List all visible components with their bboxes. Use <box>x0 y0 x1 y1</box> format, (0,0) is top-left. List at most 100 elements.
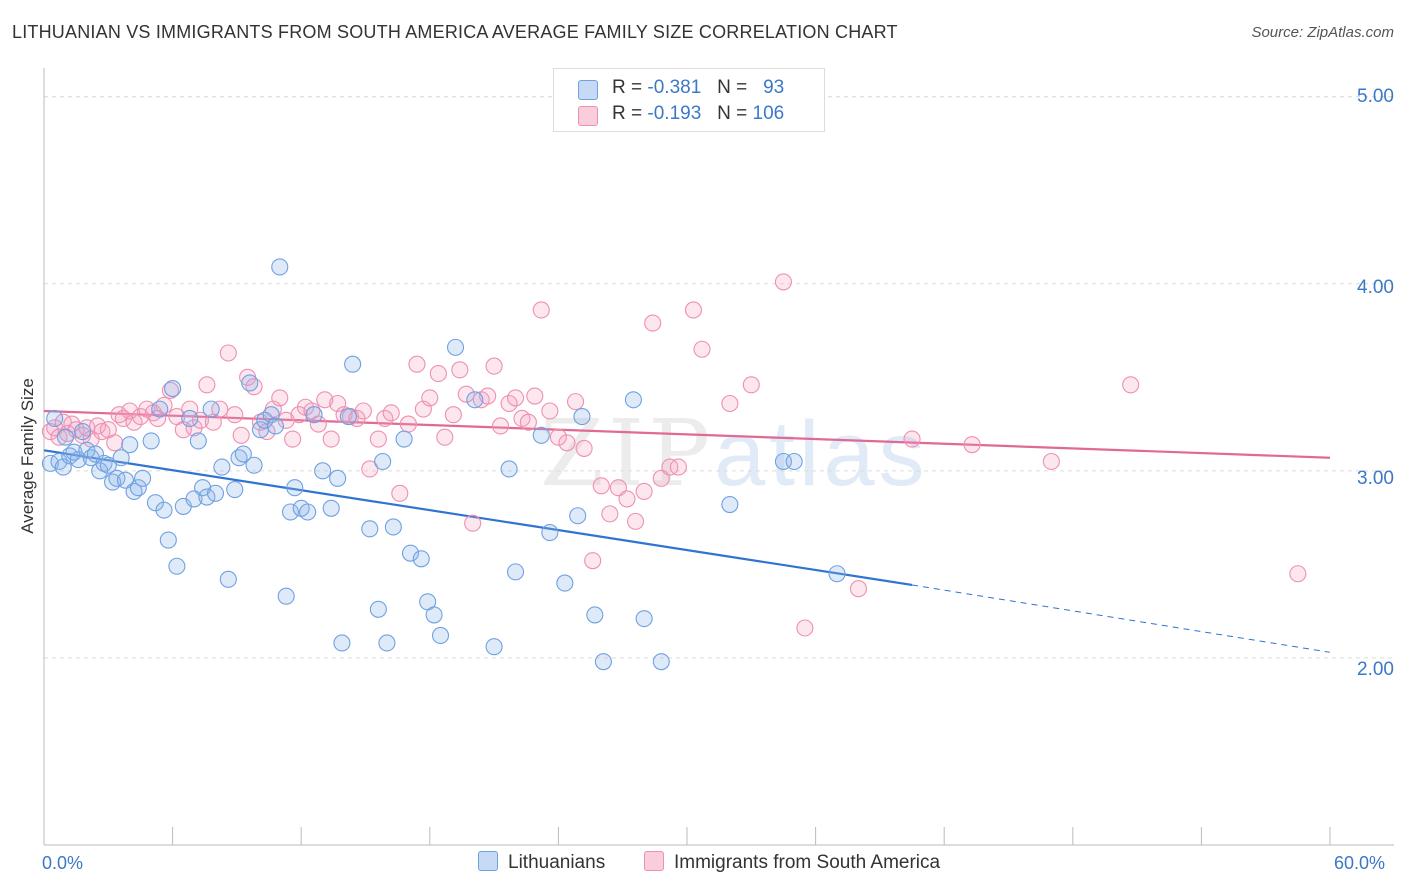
point-immigrants <box>684 301 702 319</box>
bottom-legend-label: Immigrants from South America <box>674 852 941 873</box>
point-immigrants <box>316 391 334 409</box>
point-lithuanians <box>198 488 216 506</box>
point-lithuanians <box>412 550 430 568</box>
point-immigrants <box>669 458 687 476</box>
point-lithuanians <box>828 565 846 583</box>
point-lithuanians <box>485 638 503 656</box>
point-immigrants <box>46 419 64 437</box>
point-immigrants <box>181 400 199 418</box>
point-immigrants <box>277 411 295 429</box>
legend-n-label: N = <box>717 77 748 98</box>
point-immigrants <box>444 406 462 424</box>
point-immigrants <box>526 387 544 405</box>
point-immigrants <box>506 389 525 407</box>
watermark-zip: ZIP <box>540 400 715 507</box>
point-lithuanians <box>384 518 402 536</box>
point-lithuanians <box>159 531 177 549</box>
point-immigrants <box>485 357 503 375</box>
point-immigrants <box>322 430 340 448</box>
point-lithuanians <box>108 469 126 487</box>
point-immigrants <box>361 460 379 478</box>
point-immigrants <box>1289 565 1307 583</box>
point-immigrants <box>721 394 739 413</box>
watermark: ZIPatlas <box>540 400 929 507</box>
point-lithuanians <box>121 436 139 454</box>
point-immigrants <box>211 400 229 418</box>
point-lithuanians <box>86 445 104 463</box>
point-lithuanians <box>378 634 396 652</box>
point-immigrants <box>106 434 124 452</box>
point-lithuanians <box>573 408 591 426</box>
point-immigrants <box>479 387 497 405</box>
point-lithuanians <box>305 406 323 424</box>
legend-n-value: 106 <box>752 103 785 124</box>
point-immigrants <box>464 514 482 532</box>
bottom-legend-immigrants: Immigrants from South America <box>644 851 940 874</box>
y-tick-label-2: 2.00 <box>1357 659 1394 680</box>
point-immigrants <box>191 411 210 429</box>
point-lithuanians <box>116 471 134 489</box>
legend-r-label: R = <box>612 77 643 98</box>
point-immigrants <box>635 482 653 500</box>
legend-swatch-blue <box>578 80 598 100</box>
point-lithuanians <box>234 445 252 463</box>
point-lithuanians <box>556 574 574 592</box>
point-lithuanians <box>374 452 392 471</box>
point-immigrants <box>558 434 576 452</box>
trend-lines <box>43 409 1331 653</box>
point-lithuanians <box>189 432 207 450</box>
point-immigrants <box>399 415 417 433</box>
point-immigrants <box>457 385 475 403</box>
point-lithuanians <box>155 501 173 519</box>
point-lithuanians <box>134 469 152 487</box>
point-lithuanians <box>635 610 653 628</box>
data-points <box>41 258 1307 671</box>
point-immigrants <box>1042 452 1060 471</box>
point-immigrants <box>903 430 921 448</box>
point-immigrants <box>627 512 645 530</box>
y-tick-label-5: 5.00 <box>1357 86 1394 107</box>
point-immigrants <box>429 365 447 383</box>
point-immigrants <box>451 361 469 379</box>
bottom-legend-label: Lithuanians <box>508 852 606 873</box>
point-lithuanians <box>541 524 559 542</box>
point-immigrants <box>693 340 711 358</box>
point-immigrants <box>849 580 868 598</box>
point-lithuanians <box>425 606 443 624</box>
point-lithuanians <box>322 499 340 517</box>
point-lithuanians <box>446 338 465 356</box>
source-label: Source: ZipAtlas.com <box>1251 24 1394 41</box>
point-immigrants <box>219 344 237 362</box>
point-immigrants <box>309 415 327 433</box>
point-immigrants <box>354 402 372 420</box>
legend-n-value: 93 <box>763 77 785 98</box>
point-lithuanians <box>202 400 220 418</box>
point-lithuanians <box>624 391 642 409</box>
trend-line-immigrants <box>43 409 1331 459</box>
point-immigrants <box>584 552 602 570</box>
point-immigrants <box>644 314 662 332</box>
point-immigrants <box>232 426 250 444</box>
point-lithuanians <box>46 409 64 428</box>
point-lithuanians <box>395 430 413 448</box>
point-lithuanians <box>241 374 259 392</box>
point-immigrants <box>369 430 387 448</box>
y-axis-label: Average Family Size <box>18 378 37 534</box>
point-immigrants <box>774 273 793 291</box>
point-lithuanians <box>594 653 612 671</box>
point-lithuanians <box>168 557 186 575</box>
point-lithuanians <box>281 503 300 521</box>
point-immigrants <box>592 477 610 495</box>
point-immigrants <box>258 423 276 441</box>
point-lithuanians <box>69 451 87 469</box>
point-lithuanians <box>401 544 420 562</box>
point-immigrants <box>618 490 636 508</box>
point-immigrants <box>226 406 244 424</box>
point-immigrants <box>408 355 426 373</box>
point-immigrants <box>198 376 216 394</box>
trend-line-lithuanians-extension <box>911 584 1331 653</box>
point-lithuanians <box>112 449 130 467</box>
point-immigrants <box>382 404 400 422</box>
point-immigrants <box>601 505 619 523</box>
point-lithuanians <box>569 507 587 525</box>
